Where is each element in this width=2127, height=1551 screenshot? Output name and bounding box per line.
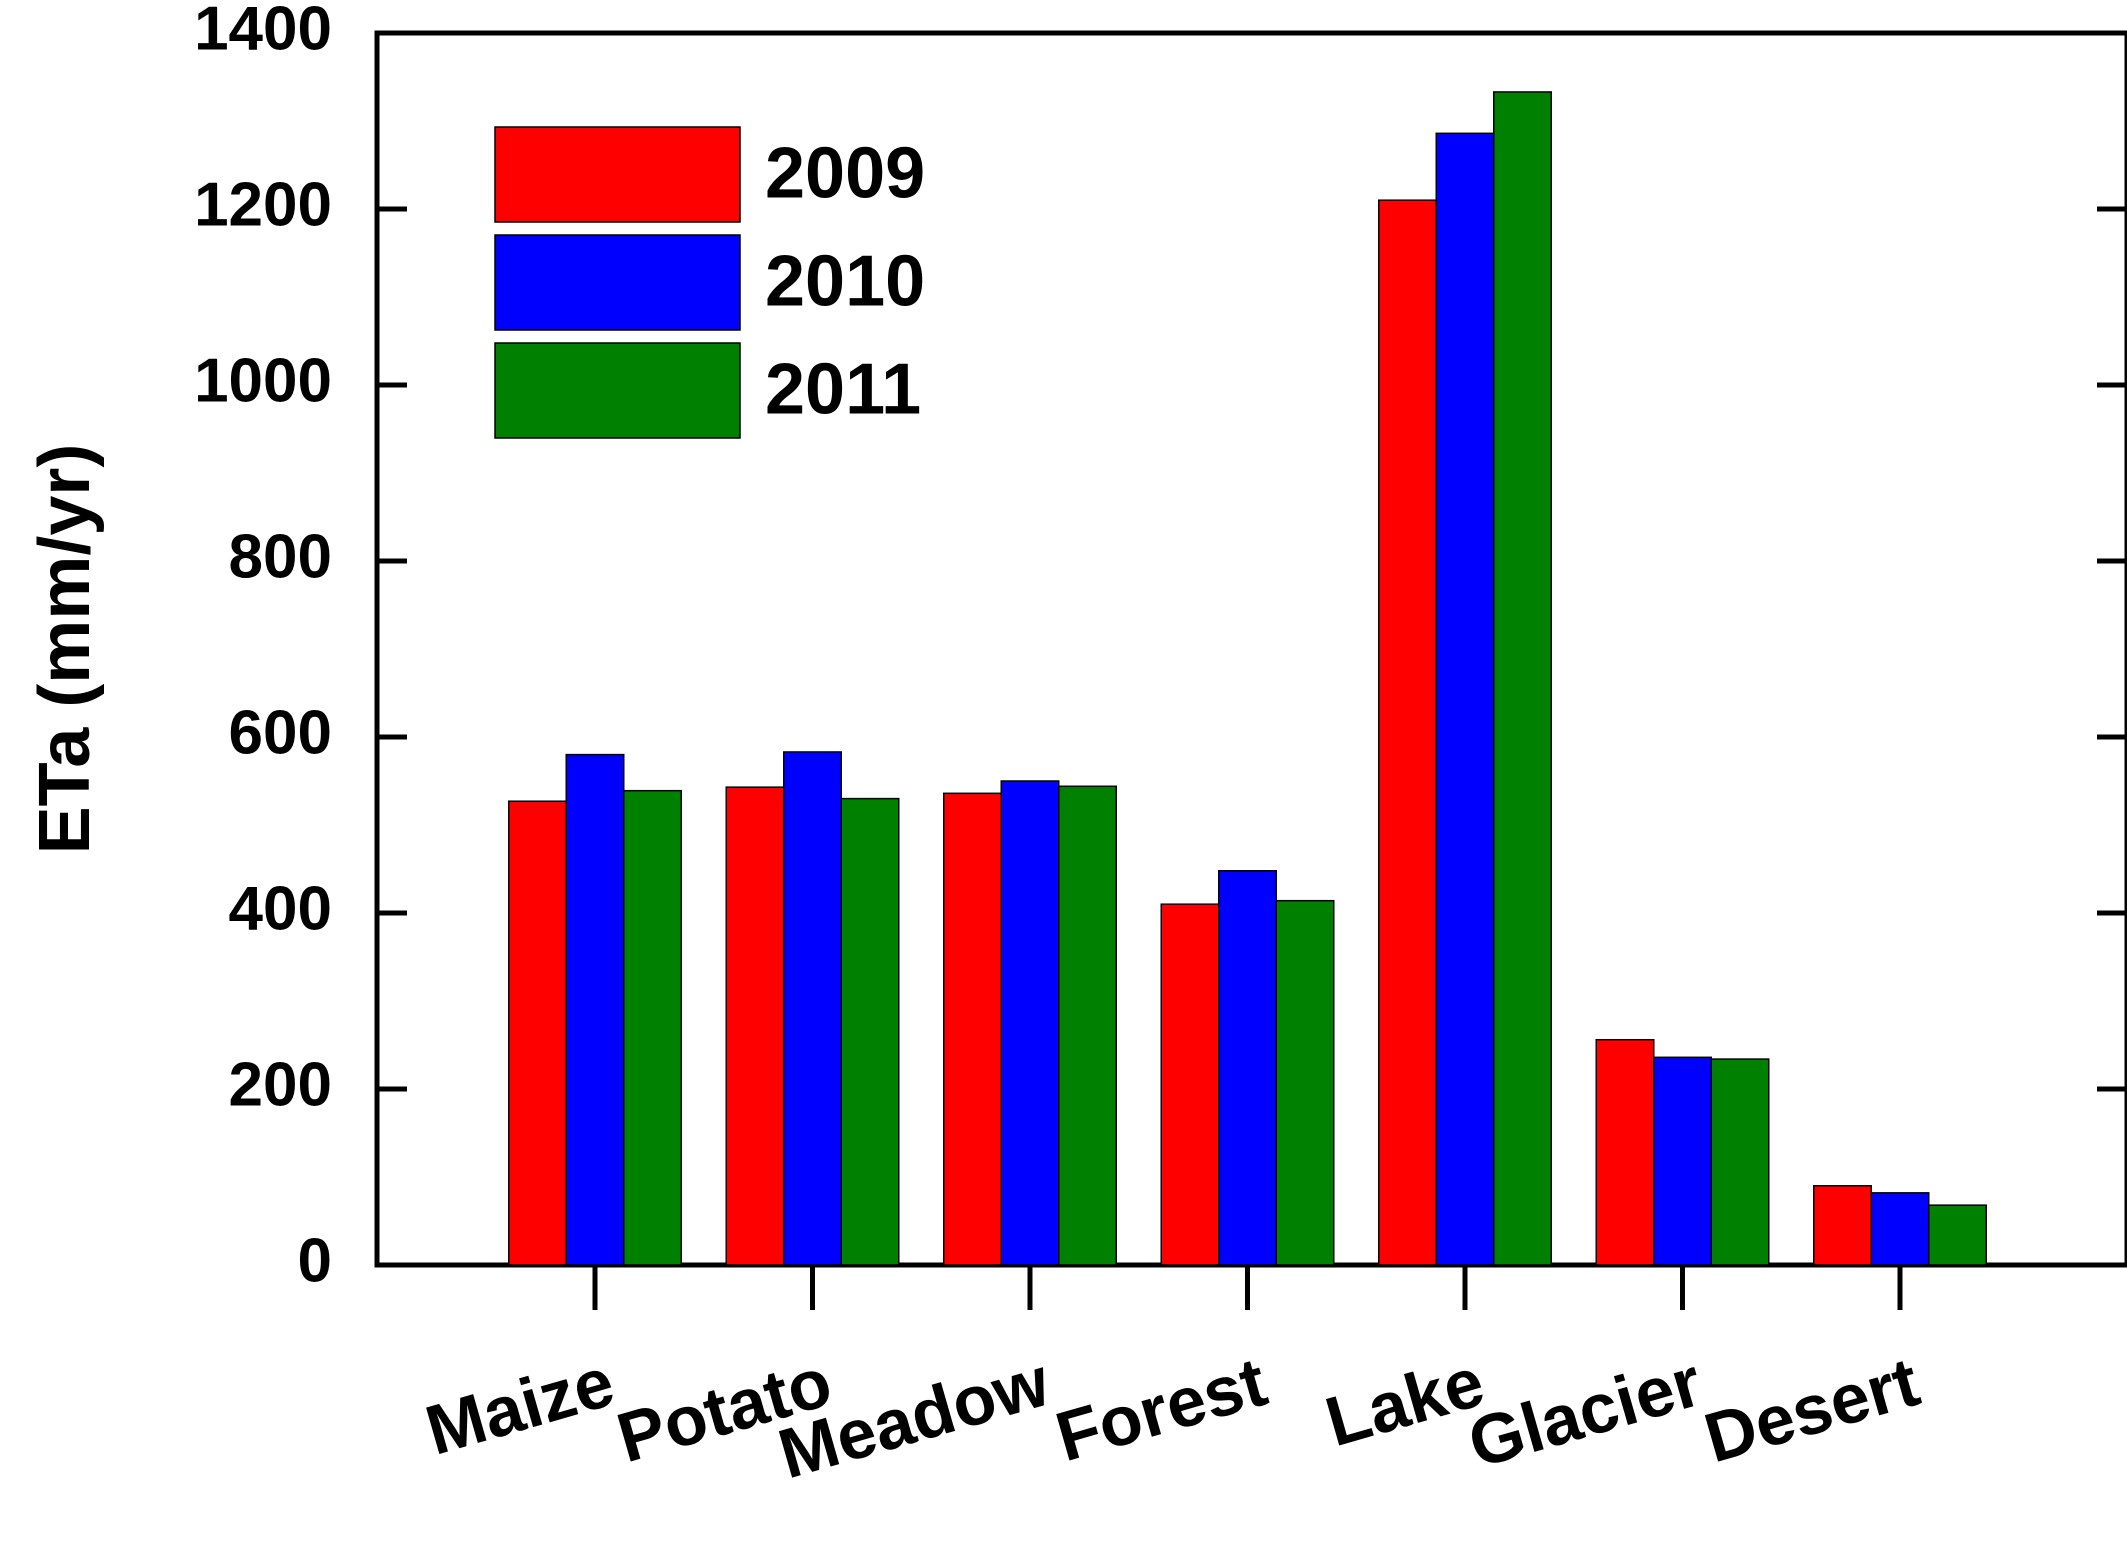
bar-potato-2010 bbox=[783, 751, 842, 1266]
bar-glacier-2009 bbox=[1595, 1038, 1655, 1266]
y-axis: 0 200 400 600 800 1000 1200 1400 bbox=[194, 0, 2127, 1295]
legend: 2009 2010 2011 bbox=[494, 126, 925, 439]
bar-lake-2011 bbox=[1493, 91, 1552, 1266]
bar-glacier-2010 bbox=[1653, 1056, 1712, 1266]
bar-desert-2011 bbox=[1928, 1204, 1987, 1266]
y-axis-title: ETa (mm/yr) bbox=[25, 444, 105, 855]
legend-swatch-2010 bbox=[494, 234, 741, 331]
y-tick-label: 400 bbox=[229, 874, 332, 943]
bar-forest-2011 bbox=[1275, 899, 1335, 1266]
bar-meadow-2010 bbox=[1000, 780, 1060, 1266]
bar-meadow-2011 bbox=[1058, 785, 1117, 1266]
legend-label-2009: 2009 bbox=[765, 134, 925, 214]
x-tick-label-forest: Forest bbox=[1048, 1342, 1275, 1476]
bar-potato-2011 bbox=[840, 797, 900, 1266]
bar-maize-2009 bbox=[508, 800, 567, 1266]
bar-potato-2009 bbox=[725, 786, 785, 1266]
bars bbox=[508, 91, 1987, 1266]
bar-meadow-2009 bbox=[943, 792, 1002, 1266]
y-tick-label: 1400 bbox=[194, 0, 332, 63]
y-tick-label: 1200 bbox=[194, 170, 332, 239]
bar-maize-2011 bbox=[623, 789, 682, 1266]
y-tick-label: 0 bbox=[298, 1226, 332, 1295]
x-tick-label-maize: Maize bbox=[417, 1342, 622, 1470]
bar-lake-2010 bbox=[1435, 132, 1495, 1266]
bar-desert-2009 bbox=[1813, 1185, 1872, 1266]
x-tick-label-glacier: Glacier bbox=[1460, 1342, 1710, 1482]
x-tick-label-lake: Lake bbox=[1317, 1342, 1492, 1461]
legend-swatch-2009 bbox=[494, 126, 741, 223]
bar-forest-2009 bbox=[1160, 903, 1220, 1266]
x-tick-label-desert: Desert bbox=[1696, 1342, 1927, 1477]
legend-label-2011: 2011 bbox=[765, 350, 921, 430]
bar-desert-2010 bbox=[1870, 1192, 1930, 1266]
y-tick-label: 1000 bbox=[194, 346, 332, 415]
y-tick-label: 800 bbox=[229, 522, 332, 591]
legend-label-2010: 2010 bbox=[765, 242, 925, 322]
y-tick-label: 600 bbox=[229, 698, 332, 767]
bar-forest-2010 bbox=[1218, 870, 1277, 1266]
bar-maize-2010 bbox=[565, 753, 625, 1266]
legend-swatch-2011 bbox=[494, 342, 741, 439]
y-tick-label: 200 bbox=[229, 1050, 332, 1119]
bar-glacier-2011 bbox=[1710, 1058, 1770, 1266]
bar-lake-2009 bbox=[1378, 199, 1437, 1266]
